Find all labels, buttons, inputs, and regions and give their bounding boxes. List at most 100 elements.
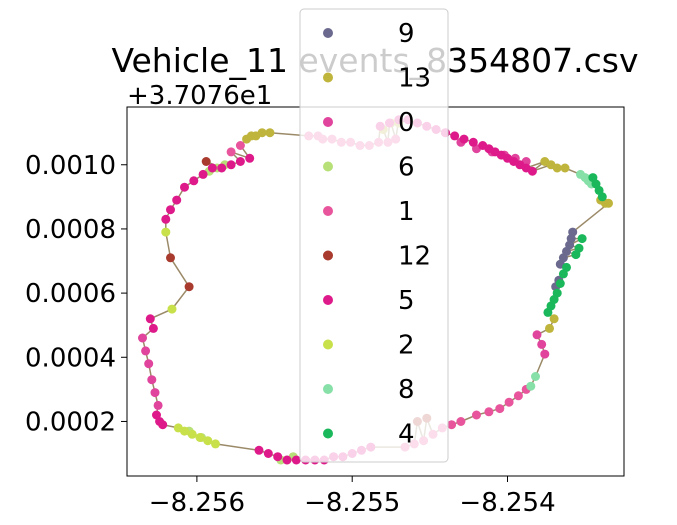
legend-marker — [323, 339, 333, 350]
legend-marker — [323, 117, 333, 127]
legend-marker — [323, 428, 333, 439]
legend-item: 8 — [323, 375, 415, 405]
data-point — [558, 269, 568, 279]
series-4 — [543, 173, 607, 317]
legend-item: 6 — [323, 153, 415, 183]
data-point — [257, 128, 267, 138]
data-point — [153, 400, 163, 410]
data-point — [537, 339, 547, 349]
data-point — [148, 323, 158, 333]
legend-item: 2 — [323, 331, 415, 361]
data-point — [189, 176, 199, 186]
data-point — [203, 436, 213, 446]
y-tick-label: 0.0010 — [25, 151, 116, 181]
data-point — [245, 153, 255, 163]
series-8 — [526, 169, 596, 391]
data-point — [504, 397, 514, 407]
legend-item: 9 — [323, 19, 415, 49]
data-point — [291, 455, 301, 465]
legend-item: 0 — [323, 108, 415, 138]
data-point — [574, 243, 584, 253]
data-point — [531, 372, 540, 381]
x-tick-label: −8.256 — [149, 488, 245, 518]
data-point — [184, 282, 194, 292]
legend-marker — [323, 28, 333, 38]
data-point — [468, 137, 478, 147]
y-tick-label: 0.0004 — [25, 343, 116, 373]
data-point — [263, 449, 273, 458]
data-point — [555, 279, 565, 288]
data-point — [456, 417, 466, 426]
data-point — [273, 452, 283, 462]
data-point — [145, 314, 155, 324]
legend-label: 9 — [398, 19, 415, 49]
data-point — [459, 134, 469, 144]
legend-label: 0 — [398, 108, 415, 138]
legend-marker — [323, 295, 333, 305]
legend-marker — [323, 206, 333, 216]
x-axis: −8.256 −8.255 −8.254 — [149, 476, 556, 518]
data-point — [235, 157, 245, 166]
data-point — [198, 169, 208, 179]
data-point — [226, 160, 236, 170]
data-point — [254, 445, 264, 455]
data-point — [282, 455, 292, 465]
legend-label: 1 — [398, 197, 415, 227]
data-point — [195, 433, 205, 442]
legend-item: 12 — [323, 242, 431, 272]
data-point — [447, 420, 457, 430]
data-point — [180, 182, 189, 192]
legend-label: 5 — [398, 286, 415, 316]
data-point — [141, 346, 151, 356]
data-point — [201, 157, 211, 166]
data-point — [207, 163, 217, 173]
legend-marker — [323, 250, 333, 261]
data-point — [158, 420, 168, 430]
data-point — [147, 375, 157, 385]
data-point — [226, 147, 236, 157]
data-point — [552, 163, 562, 173]
data-point — [180, 426, 189, 436]
data-point — [549, 314, 559, 324]
x-tick-label: −8.255 — [304, 488, 400, 518]
legend-label: 13 — [398, 64, 431, 94]
y-tick-label: 0.0008 — [25, 215, 116, 245]
legend-label: 2 — [398, 331, 415, 361]
legend-item: 5 — [323, 286, 415, 316]
y-tick-label: 0.0006 — [25, 279, 116, 309]
data-point — [543, 307, 553, 317]
y-axis: 0.0002 0.0004 0.0006 0.0008 0.0010 — [25, 151, 127, 437]
data-point — [545, 323, 554, 333]
legend-label: 8 — [398, 375, 415, 405]
data-point — [235, 141, 245, 150]
data-point — [167, 304, 177, 314]
y-offset-label: +3.7076e1 — [127, 81, 272, 111]
x-tick-label: −8.254 — [459, 488, 555, 518]
data-point — [540, 349, 550, 359]
data-point — [484, 407, 494, 417]
data-point — [495, 404, 505, 414]
legend-box — [299, 8, 449, 463]
legend-item: 13 — [323, 64, 431, 94]
data-point — [187, 429, 197, 439]
data-point — [532, 330, 542, 340]
data-point — [450, 131, 460, 141]
legend-item: 4 — [323, 420, 415, 450]
series-2 — [161, 227, 220, 449]
data-point — [161, 214, 171, 224]
data-point — [138, 333, 147, 343]
data-point — [527, 166, 537, 176]
data-point — [560, 163, 570, 173]
legend-label: 12 — [398, 242, 431, 272]
data-point — [150, 388, 160, 398]
data-point — [265, 128, 275, 138]
data-point — [172, 195, 182, 205]
legend: 9 13 0 6 1 12 5 2 8 4 — [299, 8, 449, 463]
data-point — [526, 381, 536, 391]
data-point — [166, 205, 175, 215]
data-point — [166, 253, 175, 263]
data-point — [217, 163, 227, 173]
legend-label: 4 — [398, 420, 415, 450]
data-point — [513, 391, 523, 401]
